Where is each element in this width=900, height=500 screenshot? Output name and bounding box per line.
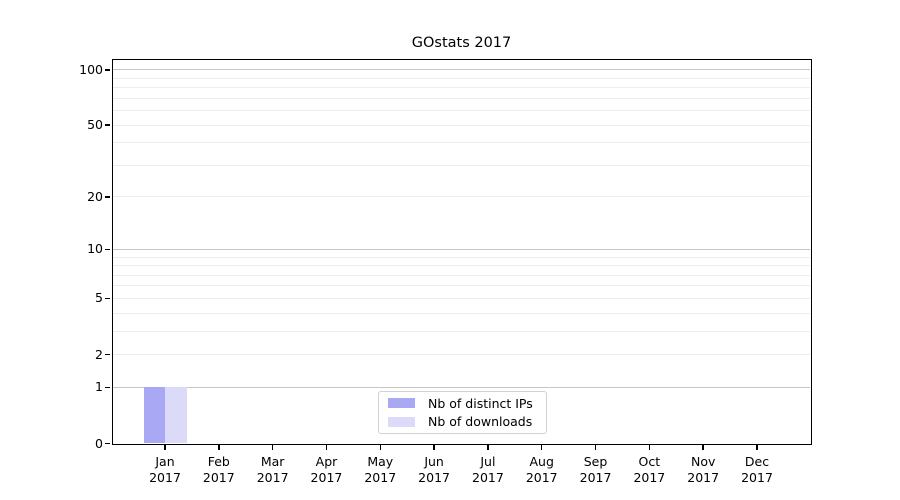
x-tick bbox=[164, 445, 166, 450]
minor-gridline bbox=[113, 265, 810, 267]
legend-label-downloads: Nb of downloads bbox=[428, 414, 533, 430]
y-tick-label: 5 bbox=[95, 290, 103, 306]
minor-gridline bbox=[113, 285, 810, 287]
x-tick-label: Jan 2017 bbox=[149, 453, 181, 486]
bar-downloads bbox=[165, 387, 187, 444]
x-tick bbox=[540, 445, 543, 450]
x-tick bbox=[702, 445, 704, 450]
major-gridline bbox=[113, 248, 810, 250]
x-tick-label: Nov 2017 bbox=[687, 453, 720, 486]
y-tick-label: 100 bbox=[79, 61, 103, 77]
x-tick bbox=[379, 445, 382, 450]
minor-gridline bbox=[113, 110, 810, 112]
x-tick-label: Jun 2017 bbox=[418, 453, 450, 486]
y-tick-label: 10 bbox=[87, 241, 103, 257]
x-tick-label: Sep 2017 bbox=[579, 453, 612, 486]
y-tick bbox=[105, 196, 110, 198]
y-tick bbox=[105, 248, 110, 251]
x-tick-label: Mar 2017 bbox=[256, 453, 289, 486]
legend-entry-downloads: Nb of downloads bbox=[388, 414, 537, 431]
minor-gridline bbox=[113, 77, 810, 79]
x-tick-label: Dec 2017 bbox=[741, 453, 773, 486]
x-tick bbox=[756, 445, 758, 450]
x-tick bbox=[487, 445, 489, 450]
y-tick bbox=[105, 386, 110, 389]
y-tick-label: 50 bbox=[87, 117, 103, 133]
legend-swatch-distinct-ips bbox=[388, 398, 415, 409]
x-tick-label: May 2017 bbox=[364, 453, 397, 486]
minor-gridline bbox=[113, 97, 810, 99]
major-gridline bbox=[113, 69, 810, 71]
x-tick-label: Aug 2017 bbox=[525, 453, 558, 486]
y-tick-label: 1 bbox=[95, 379, 103, 395]
legend-swatch-downloads bbox=[388, 416, 415, 427]
y-tick bbox=[105, 124, 110, 126]
y-tick-label: 20 bbox=[87, 188, 103, 204]
minor-gridline bbox=[113, 312, 810, 314]
x-tick bbox=[218, 445, 220, 450]
y-tick bbox=[105, 69, 110, 71]
x-tick bbox=[271, 445, 274, 450]
minor-gridline bbox=[113, 256, 810, 258]
y-tick bbox=[105, 297, 110, 300]
x-tick-label: Jul 2017 bbox=[472, 453, 504, 486]
legend-label-distinct-ips: Nb of distinct IPs bbox=[428, 395, 533, 411]
y-tick-label: 2 bbox=[95, 346, 103, 362]
minor-gridline bbox=[113, 274, 810, 276]
x-tick bbox=[594, 445, 597, 450]
minor-gridline bbox=[113, 124, 810, 126]
minor-gridline bbox=[113, 142, 810, 144]
minor-gridline bbox=[113, 196, 810, 198]
minor-gridline bbox=[113, 297, 810, 299]
legend-entry-distinct-ips: Nb of distinct IPs bbox=[388, 395, 537, 412]
legend: Nb of distinct IPs Nb of downloads bbox=[378, 391, 547, 434]
x-tick bbox=[325, 445, 328, 450]
x-tick bbox=[433, 445, 435, 450]
minor-gridline bbox=[113, 354, 810, 356]
x-tick-label: Apr 2017 bbox=[310, 453, 343, 486]
minor-gridline bbox=[113, 330, 810, 332]
bar-distinct-ips bbox=[143, 387, 165, 444]
x-tick bbox=[648, 445, 651, 450]
y-tick-label: 0 bbox=[95, 435, 103, 451]
minor-gridline bbox=[113, 164, 810, 166]
minor-gridline bbox=[113, 87, 810, 89]
x-tick-label: Feb 2017 bbox=[202, 453, 235, 486]
y-tick bbox=[105, 442, 110, 445]
x-tick-label: Oct 2017 bbox=[633, 453, 666, 486]
major-gridline bbox=[113, 386, 810, 388]
y-tick bbox=[105, 353, 110, 356]
chart-title: GOstats 2017 bbox=[411, 35, 512, 51]
